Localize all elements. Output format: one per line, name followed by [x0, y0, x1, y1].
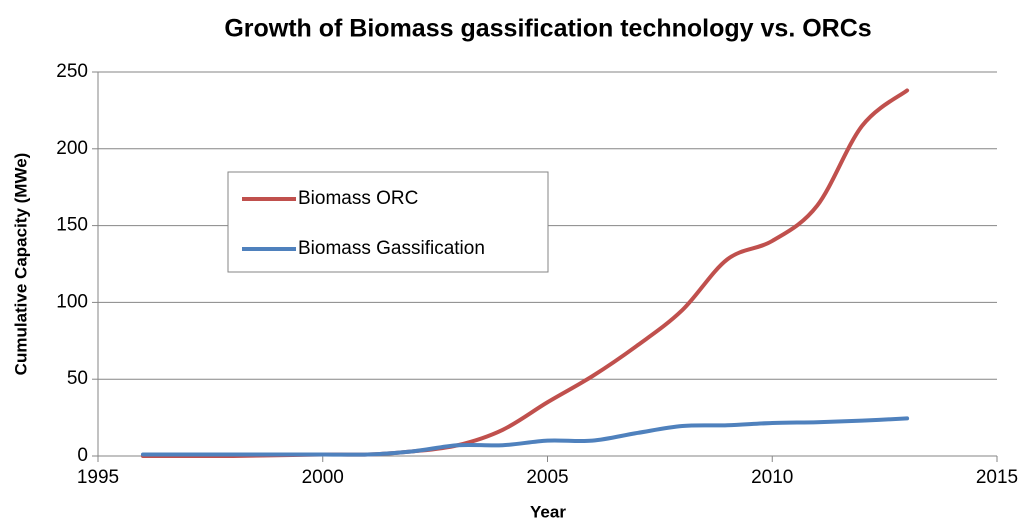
legend-label: Biomass Gassification	[298, 238, 485, 259]
legend-label: Biomass ORC	[298, 188, 418, 209]
x-tick-label: 2015	[976, 467, 1018, 488]
series-line	[140, 416, 910, 457]
y-tick-label: 50	[67, 368, 88, 389]
x-axis-title: Year	[530, 502, 566, 521]
y-tick-label: 0	[77, 445, 88, 466]
x-tick-label: 2005	[526, 467, 568, 488]
x-tick-label: 2010	[751, 467, 793, 488]
legend: Biomass ORC Biomass Gassification	[227, 171, 549, 273]
legend-box	[227, 171, 549, 273]
y-tick-label: 100	[56, 291, 88, 312]
series-line	[140, 88, 910, 459]
x-tick-label: 2000	[302, 467, 344, 488]
y-tick-label: 200	[56, 138, 88, 159]
chart-title: Growth of Biomass gassification technolo…	[224, 15, 871, 43]
y-tick-label: 150	[56, 215, 88, 236]
x-tick-label: 1995	[77, 467, 119, 488]
y-tick-label: 250	[56, 61, 88, 82]
y-axis-title: Cumulative Capacity (MWe)	[11, 153, 30, 376]
